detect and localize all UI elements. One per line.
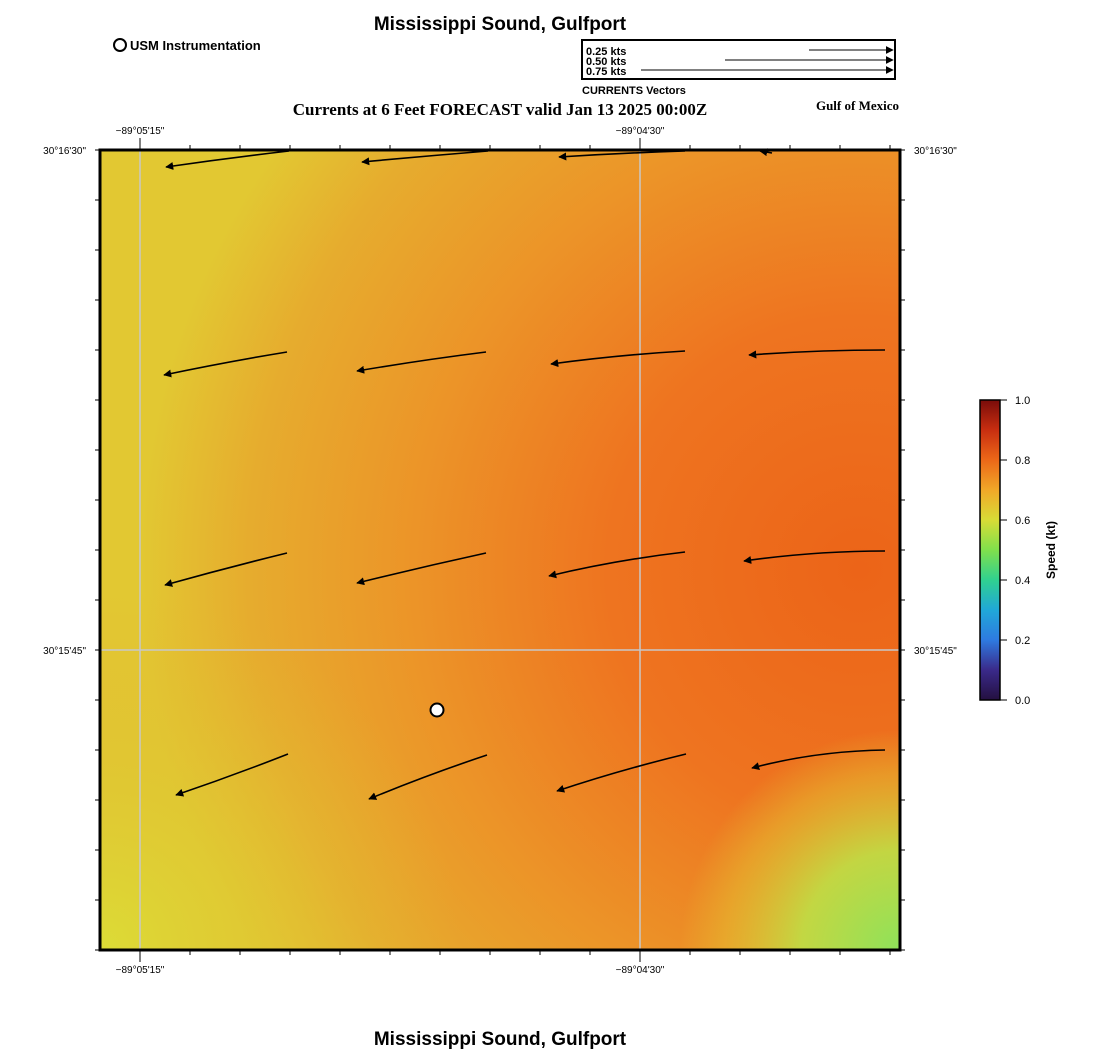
current-vector-arrow — [550, 350, 686, 368]
vector-legend-label-050: 0.50 kts — [586, 56, 626, 68]
current-vector-arrow — [548, 551, 686, 579]
vector-legend-caption: CURRENTS Vectors — [582, 85, 686, 97]
speed-colorbar: 0.0 0.2 0.4 0.6 0.8 1.0 Speed (kt) — [979, 395, 1058, 707]
current-vector-arrow — [743, 550, 886, 564]
colorbar-label: Speed (kt) — [1044, 521, 1058, 579]
current-vector-arrow — [165, 150, 290, 170]
current-vector-arrow — [361, 150, 489, 166]
x-tick-label-top-0: −89°05'15" — [116, 126, 165, 137]
forecast-subtitle: Currents at 6 Feet FORECAST valid Jan 13… — [293, 100, 707, 119]
vector-legend: 0.25 kts 0.50 kts 0.75 kts CURRENTS Vect… — [581, 39, 896, 97]
y-tick-label-right-0: 30°16'30" — [914, 146, 957, 157]
current-vector-arrow — [368, 754, 488, 800]
x-tick-label-bottom-0: −89°05'15" — [116, 965, 165, 976]
station-legend-label: USM Instrumentation — [130, 38, 261, 53]
footer-title: Mississippi Sound, Gulfport — [374, 1029, 627, 1050]
x-tick-label-bottom-1: −89°04'30" — [616, 965, 665, 976]
vector-legend-label-025: 0.25 kts — [586, 46, 626, 58]
colorbar-tick-label: 0.0 — [1015, 695, 1030, 707]
speed-field-southeast — [100, 150, 900, 950]
colorbar-ticks: 0.0 0.2 0.4 0.6 0.8 1.0 — [1000, 395, 1030, 707]
colorbar-tick-label: 0.6 — [1015, 515, 1030, 527]
axis-labels: −89°05'15" −89°04'30" −89°05'15" −89°04'… — [43, 126, 957, 976]
station-legend: USM Instrumentation — [113, 38, 261, 53]
colorbar-tick-label: 0.8 — [1015, 455, 1030, 467]
map-area — [95, 145, 905, 955]
x-tick-label-top-1: −89°04'30" — [616, 126, 665, 137]
y-tick-label-left-1: 30°15'45" — [43, 646, 86, 657]
current-vector-arrow — [748, 349, 886, 359]
current-vector-arrow — [556, 753, 687, 793]
region-label: Gulf of Mexico — [816, 98, 899, 113]
current-vector-arrow — [175, 753, 289, 797]
vector-legend-label-075: 0.75 kts — [586, 66, 626, 78]
station-legend-symbol — [113, 38, 127, 52]
usm-station-marker[interactable] — [429, 702, 445, 718]
colorbar-gradient — [979, 399, 1001, 701]
current-vector-arrow — [356, 552, 487, 586]
current-vector-arrow — [356, 351, 487, 374]
current-vector-arrow — [751, 749, 886, 771]
current-vector-arrow — [164, 552, 288, 587]
y-tick-label-right-1: 30°15'45" — [914, 646, 957, 657]
colorbar-tick-label: 0.4 — [1015, 575, 1030, 587]
map-title: Mississippi Sound, Gulfport — [374, 14, 627, 35]
y-tick-label-left-0: 30°16'30" — [43, 146, 86, 157]
current-vector-arrow — [163, 351, 288, 378]
colorbar-tick-label: 0.2 — [1015, 635, 1030, 647]
colorbar-tick-label: 1.0 — [1015, 395, 1030, 407]
